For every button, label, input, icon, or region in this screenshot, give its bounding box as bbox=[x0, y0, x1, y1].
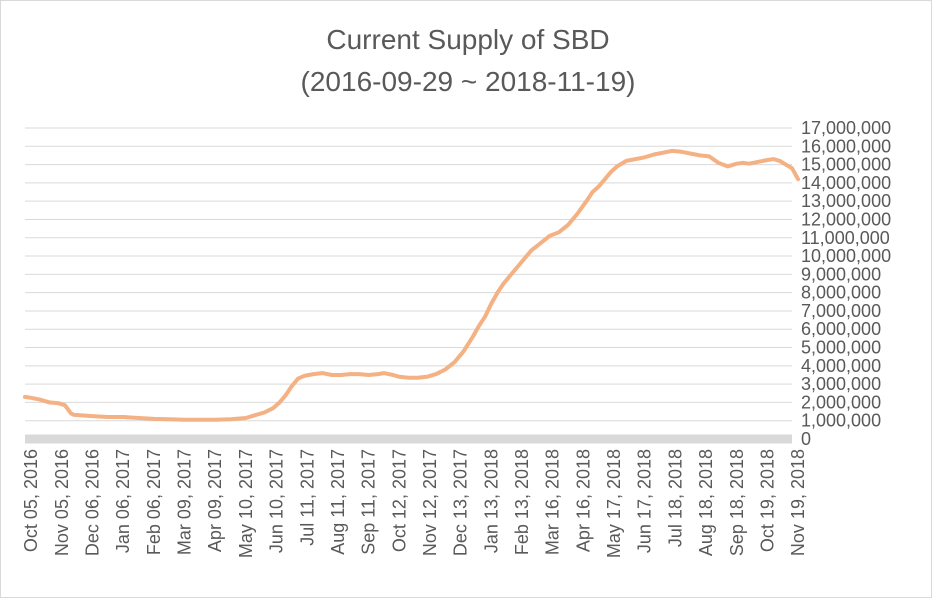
y-tick-label: 7,000,000 bbox=[801, 301, 881, 321]
gridlines bbox=[25, 127, 792, 444]
x-tick-label: Jun 17, 2018 bbox=[635, 449, 655, 553]
y-tick-label: 2,000,000 bbox=[801, 392, 881, 412]
y-tick-label: 15,000,000 bbox=[801, 155, 891, 175]
x-tick-label: Sep 11, 2017 bbox=[359, 449, 379, 555]
x-tick-label: Oct 05, 2016 bbox=[21, 449, 41, 552]
x-tick-label: Jul 11, 2017 bbox=[297, 449, 317, 546]
y-tick-label: 11,000,000 bbox=[801, 228, 890, 248]
y-tick-label: 13,000,000 bbox=[801, 191, 891, 211]
y-tick-label: 4,000,000 bbox=[801, 356, 881, 376]
x-tick-label: Mar 16, 2018 bbox=[543, 449, 563, 555]
y-tick-label: 8,000,000 bbox=[801, 283, 881, 303]
x-tick-label: May 17, 2018 bbox=[604, 449, 624, 558]
chart-title: Current Supply of SBD bbox=[326, 24, 609, 55]
x-tick-label: May 10, 2017 bbox=[236, 449, 256, 558]
y-tick-label: 5,000,000 bbox=[801, 338, 881, 358]
y-tick-label: 1,000,000 bbox=[801, 411, 881, 431]
x-tick-label: Jan 13, 2018 bbox=[481, 449, 501, 553]
y-tick-label: 17,000,000 bbox=[801, 118, 891, 138]
x-tick-label: Mar 09, 2017 bbox=[175, 449, 195, 555]
x-tick-label: Sep 18, 2018 bbox=[727, 449, 747, 556]
x-tick-label: Oct 12, 2017 bbox=[389, 449, 409, 552]
x-tick-label: Aug 18, 2018 bbox=[696, 449, 716, 556]
y-tick-label: 14,000,000 bbox=[801, 173, 891, 193]
x-tick-label: Dec 06, 2016 bbox=[83, 449, 103, 556]
x-tick-label: Feb 13, 2018 bbox=[512, 449, 532, 555]
y-tick-label: 6,000,000 bbox=[801, 319, 881, 339]
y-tick-label: 12,000,000 bbox=[801, 209, 891, 229]
x-tick-label: Nov 12, 2017 bbox=[420, 449, 440, 556]
y-tick-label: 10,000,000 bbox=[801, 246, 891, 266]
y-axis-tick-labels: 01,000,0002,000,0003,000,0004,000,0005,0… bbox=[801, 118, 891, 449]
x-tick-label: Apr 09, 2017 bbox=[205, 449, 225, 552]
x-tick-label: Jun 10, 2017 bbox=[267, 449, 287, 553]
y-tick-label: 9,000,000 bbox=[801, 264, 881, 284]
y-tick-label: 0 bbox=[801, 429, 811, 449]
x-tick-label: Jul 18, 2018 bbox=[665, 449, 685, 547]
x-tick-label: Nov 19, 2018 bbox=[788, 449, 808, 556]
x-tick-label: Dec 13, 2017 bbox=[451, 449, 471, 556]
x-axis-tick-labels: Oct 05, 2016 Nov 05, 2016 Dec 06, 2016 Jan … bbox=[21, 449, 808, 558]
series-line bbox=[23, 148, 801, 422]
x-tick-label: Oct 19, 2018 bbox=[758, 449, 778, 552]
chart-subtitle: (2016-09-29 ~ 2018-11-19) bbox=[301, 66, 636, 97]
y-tick-label: 3,000,000 bbox=[801, 374, 881, 394]
x-tick-label: Aug 11, 2017 bbox=[328, 449, 348, 555]
x-tick-label: Jan 06, 2017 bbox=[113, 449, 133, 553]
y-tick-label: 16,000,000 bbox=[801, 136, 891, 156]
x-tick-label: Nov 05, 2016 bbox=[52, 449, 72, 556]
x-tick-label: Feb 06, 2017 bbox=[144, 449, 164, 555]
x-tick-label: Apr 16, 2018 bbox=[573, 449, 593, 552]
series-layer bbox=[23, 148, 801, 422]
